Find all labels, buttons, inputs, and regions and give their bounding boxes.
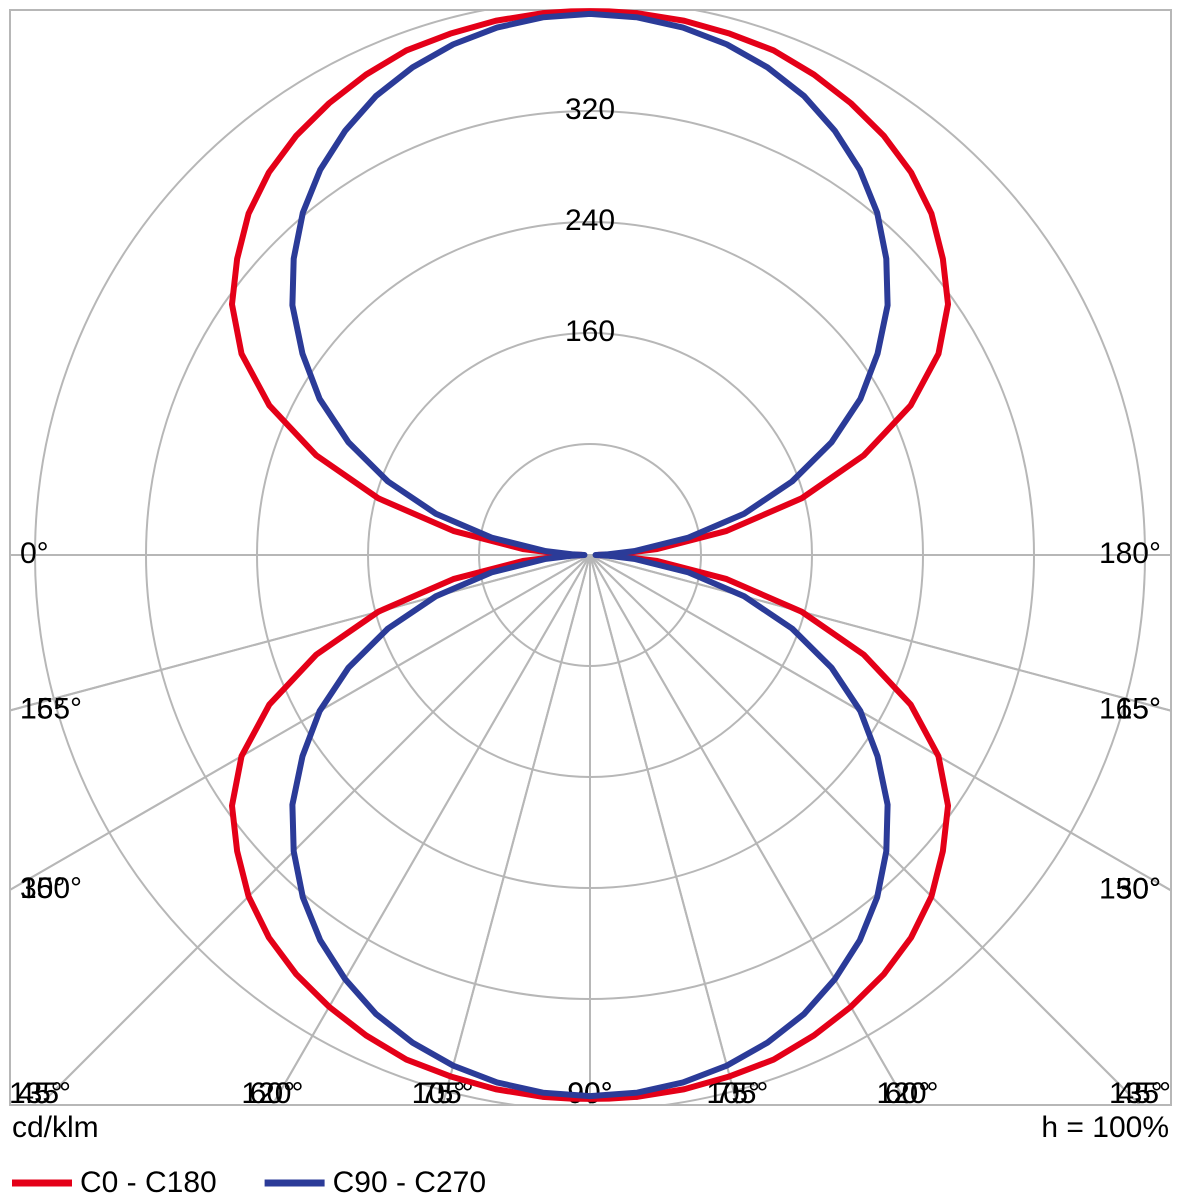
- grid-spoke: [590, 555, 1021, 1200]
- angle-label: 120°: [241, 1077, 303, 1110]
- angle-label: 0°: [20, 537, 49, 570]
- angle-label: 165°: [1099, 693, 1161, 726]
- grid-spoke: [159, 555, 590, 1200]
- grid-spoke: [159, 555, 590, 1200]
- grid: [0, 0, 1181, 1200]
- angle-label: 165°: [20, 692, 82, 725]
- polar-chart-container: 1602403200°15°15°30°30°45°45°60°60°75°75…: [0, 0, 1181, 1200]
- efficiency-label: h = 100%: [1041, 1111, 1169, 1144]
- polar-chart: 1602403200°15°15°30°30°45°45°60°60°75°75…: [0, 0, 1181, 1200]
- angle-label: 135°: [9, 1077, 71, 1110]
- legend-label: C90 - C270: [333, 1166, 486, 1199]
- angle-label: 180°: [1099, 537, 1161, 570]
- legend-label: C0 - C180: [80, 1166, 217, 1199]
- units-label: cd/klm: [12, 1111, 99, 1144]
- angle-label: 150°: [20, 872, 82, 905]
- angle-label: 120°: [877, 1077, 939, 1110]
- grid-spoke: [590, 555, 1181, 986]
- radial-tick-label: 160: [565, 315, 615, 348]
- grid-spoke: [590, 555, 1181, 986]
- radial-tick-label: 320: [565, 93, 615, 126]
- grid-spoke: [0, 555, 590, 986]
- angle-label: 135°: [1109, 1077, 1171, 1110]
- grid-spoke: [590, 555, 1021, 1200]
- radial-tick-label: 240: [565, 204, 615, 237]
- angle-label: 150°: [1099, 872, 1161, 905]
- grid-spoke: [0, 555, 590, 986]
